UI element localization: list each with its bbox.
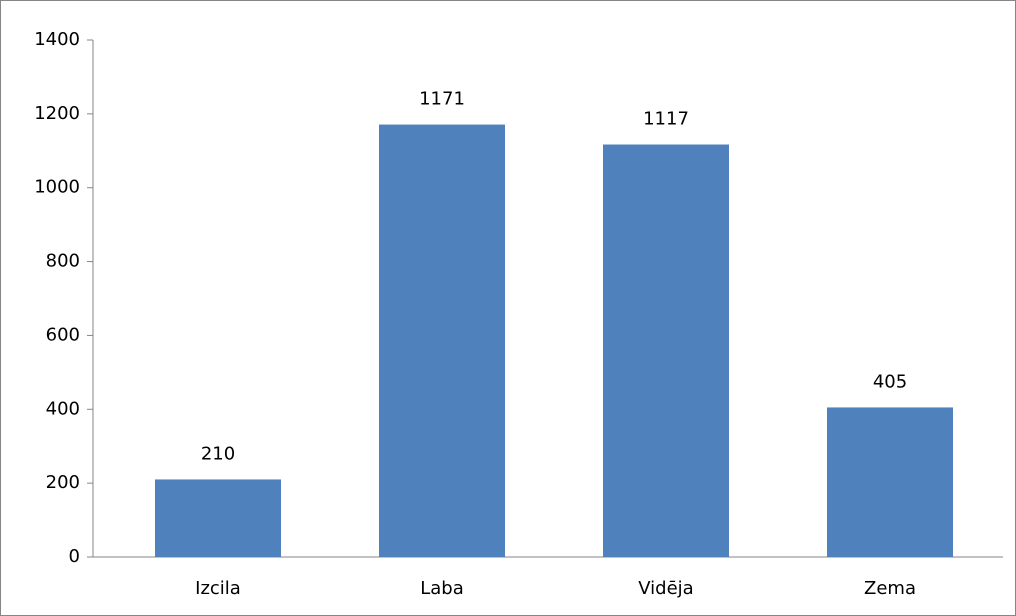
y-tick-label: 0 bbox=[69, 546, 80, 567]
bar bbox=[602, 144, 729, 557]
bar bbox=[154, 479, 281, 557]
y-tick-label: 400 bbox=[46, 398, 80, 419]
y-tick-label: 1200 bbox=[34, 103, 80, 124]
y-tick-label: 1000 bbox=[34, 177, 80, 198]
y-tick-label: 800 bbox=[46, 251, 80, 272]
y-tick-label: 600 bbox=[46, 324, 80, 345]
bar bbox=[826, 407, 953, 557]
data-label: 210 bbox=[201, 443, 235, 464]
x-tick-label: Laba bbox=[420, 578, 464, 599]
data-label: 1171 bbox=[419, 89, 465, 110]
y-tick-label: 200 bbox=[46, 472, 80, 493]
data-label: 1117 bbox=[643, 109, 689, 130]
y-tick-label: 1400 bbox=[34, 29, 80, 50]
x-tick-label: Izcila bbox=[195, 578, 241, 599]
bar bbox=[378, 124, 505, 557]
data-label: 405 bbox=[873, 371, 907, 392]
x-tick-label: Vidēja bbox=[638, 578, 693, 599]
x-tick-label: Zema bbox=[864, 578, 916, 599]
